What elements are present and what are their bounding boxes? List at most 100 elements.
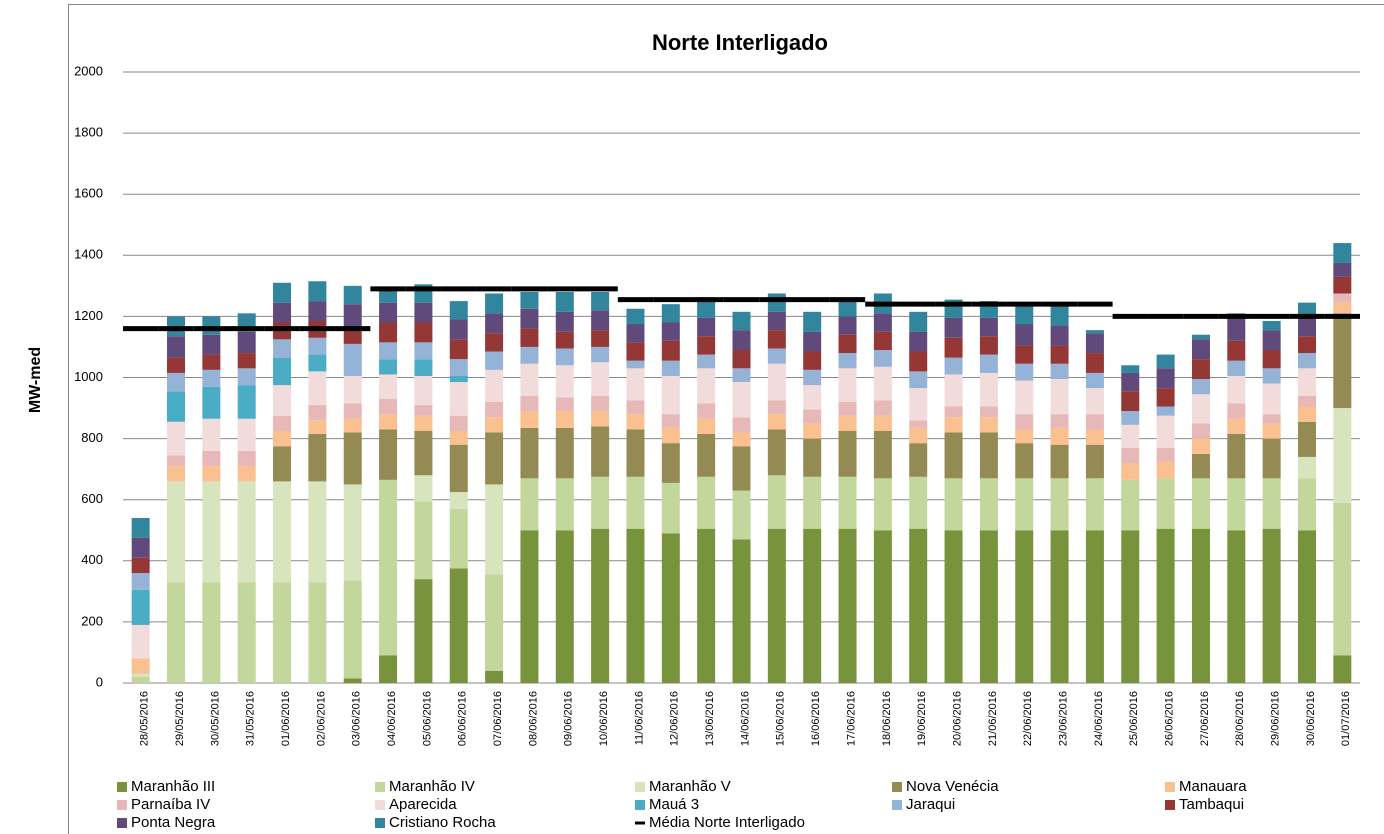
bar-segment bbox=[167, 336, 186, 358]
bar-segment bbox=[237, 353, 256, 369]
bar-segment bbox=[1085, 414, 1104, 430]
legend-swatch bbox=[635, 782, 645, 792]
bar-segment bbox=[1015, 414, 1034, 430]
bar-segment bbox=[626, 360, 645, 369]
y-tick-label: 400 bbox=[81, 552, 103, 567]
bar-segment bbox=[379, 322, 398, 343]
bar-segment bbox=[697, 418, 716, 435]
bar-segment bbox=[449, 568, 468, 683]
bar-segment bbox=[591, 330, 610, 347]
bar-segment bbox=[1015, 429, 1034, 444]
bar-segment bbox=[909, 388, 928, 421]
bar-segment bbox=[555, 348, 574, 366]
bar-segment bbox=[1050, 325, 1069, 346]
bar-segment bbox=[661, 322, 680, 341]
bar-segment bbox=[520, 530, 539, 683]
bar-segment bbox=[697, 476, 716, 529]
bar-segment bbox=[131, 676, 150, 683]
bar-segment bbox=[237, 385, 256, 419]
bar-segment bbox=[485, 401, 504, 418]
bar-segment bbox=[697, 528, 716, 683]
x-tick-label: 15/06/2016 bbox=[775, 691, 787, 746]
x-tick-label: 19/06/2016 bbox=[916, 691, 928, 746]
bar-segment bbox=[909, 443, 928, 477]
bar-segment bbox=[485, 369, 504, 402]
bar-segment bbox=[1227, 340, 1246, 361]
bar-segment bbox=[131, 573, 150, 590]
bar-segment bbox=[1191, 423, 1210, 439]
bar-segment bbox=[1156, 478, 1175, 529]
bar-segment bbox=[131, 537, 150, 558]
bar-segment bbox=[803, 385, 822, 410]
bar-segment bbox=[237, 582, 256, 683]
bar-segment bbox=[555, 397, 574, 412]
bar-segment bbox=[944, 432, 963, 479]
bar-segment bbox=[1297, 368, 1316, 396]
bar-segment bbox=[555, 478, 574, 531]
legend-swatch bbox=[117, 818, 127, 828]
bar-segment bbox=[909, 311, 928, 332]
y-tick-label: 1600 bbox=[74, 186, 103, 201]
bar-segment bbox=[485, 574, 504, 671]
bar-segment bbox=[1050, 530, 1069, 683]
bar-segment bbox=[202, 316, 221, 335]
y-tick-label: 1000 bbox=[74, 369, 103, 384]
x-tick-label: 10/06/2016 bbox=[598, 691, 610, 746]
bar-segment bbox=[626, 308, 645, 325]
bar-segment bbox=[131, 518, 150, 538]
bar-segment bbox=[661, 414, 680, 428]
bar-segment bbox=[1227, 434, 1246, 479]
bar-segment bbox=[520, 427, 539, 479]
bar-segment bbox=[202, 369, 221, 387]
bar-segment bbox=[873, 366, 892, 401]
bar-segment bbox=[1085, 429, 1104, 445]
bar-segment bbox=[803, 331, 822, 352]
bar-segment bbox=[1156, 368, 1175, 389]
legend-label: Jaraqui bbox=[906, 796, 955, 813]
bar-segment bbox=[591, 362, 610, 396]
bar-segment bbox=[237, 466, 256, 482]
x-tick-label: 27/06/2016 bbox=[1199, 691, 1211, 746]
bar-segment bbox=[1262, 478, 1281, 529]
bar-segment bbox=[343, 375, 362, 404]
bar-segment bbox=[661, 482, 680, 534]
bar-segment bbox=[343, 580, 362, 679]
bar-segment bbox=[591, 426, 610, 477]
bar-segment bbox=[379, 359, 398, 375]
bar-segment bbox=[202, 334, 221, 355]
bar-segment bbox=[661, 533, 680, 683]
bar-segment bbox=[414, 322, 433, 343]
bar-segment bbox=[131, 624, 150, 659]
bar-segment bbox=[661, 340, 680, 361]
y-tick-label: 800 bbox=[81, 430, 103, 445]
legend-label: Ponta Negra bbox=[131, 814, 216, 831]
x-tick-label: 18/06/2016 bbox=[881, 691, 893, 746]
bar-segment bbox=[661, 427, 680, 444]
bar-segment bbox=[626, 324, 645, 343]
bar-segment bbox=[414, 404, 433, 416]
bar-segment bbox=[308, 420, 327, 435]
bar-segment bbox=[1262, 330, 1281, 351]
y-tick-label: 200 bbox=[81, 613, 103, 628]
bar-segment bbox=[979, 530, 998, 683]
bar-segment bbox=[697, 403, 716, 419]
bar-segment bbox=[1227, 360, 1246, 376]
bar-segment bbox=[661, 443, 680, 483]
bar-segment bbox=[732, 311, 751, 331]
bar-segment bbox=[308, 582, 327, 683]
x-tick-label: 29/05/2016 bbox=[174, 691, 186, 746]
bar-segment bbox=[873, 478, 892, 531]
bar-segment bbox=[1227, 530, 1246, 683]
bar-segment bbox=[1262, 350, 1281, 369]
bar-segment bbox=[1191, 334, 1210, 340]
bar-segment bbox=[1156, 406, 1175, 416]
legend-swatch bbox=[375, 818, 385, 828]
bar-segment bbox=[767, 475, 786, 529]
bar-segment bbox=[732, 417, 751, 433]
bar-segment bbox=[591, 411, 610, 427]
bar-segment bbox=[1050, 379, 1069, 415]
bar-segment bbox=[697, 336, 716, 355]
bar-segment bbox=[1156, 461, 1175, 479]
bar-segment bbox=[1015, 530, 1034, 683]
bar-segment bbox=[308, 301, 327, 321]
